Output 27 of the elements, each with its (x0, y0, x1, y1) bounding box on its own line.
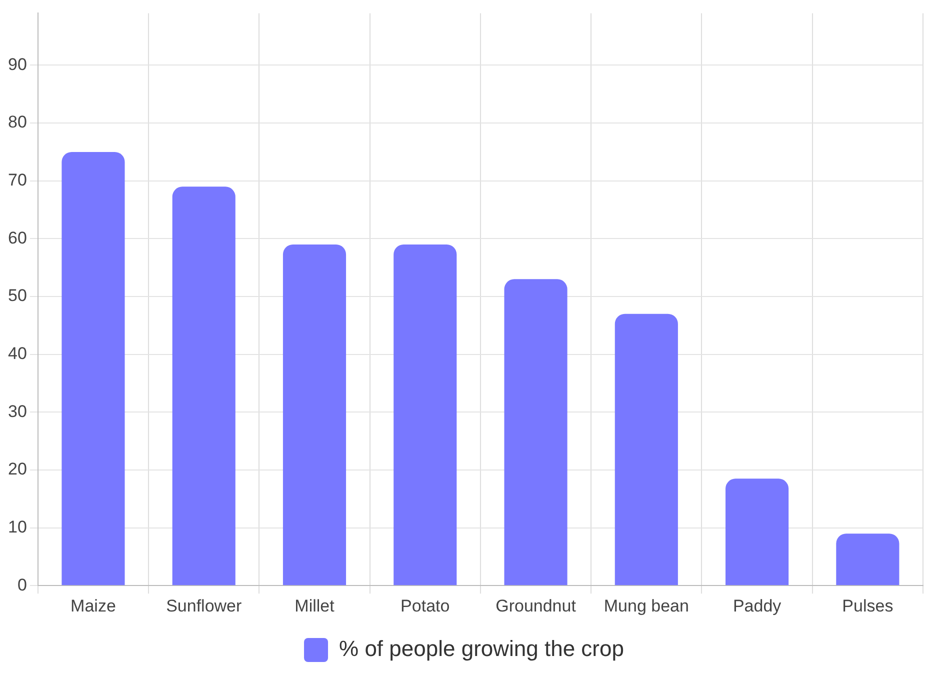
y-tick-label: 30 (8, 402, 27, 421)
x-tick-label: Groundnut (496, 596, 576, 616)
y-tick-label: 50 (8, 286, 27, 306)
x-tick-label: Millet (294, 596, 335, 616)
y-tick-label: 90 (8, 54, 27, 74)
y-tick-label: 40 (8, 344, 27, 364)
x-tick-label: Sunflower (166, 596, 242, 616)
x-tick-label: Paddy (732, 596, 782, 616)
bar (836, 534, 900, 586)
y-tick-label: 60 (8, 228, 27, 248)
bar (282, 244, 346, 586)
bar (172, 186, 236, 586)
bar (614, 314, 678, 586)
x-tick-label: Maize (70, 596, 116, 616)
x-tick-label: Potato (400, 596, 450, 616)
y-tick-label: 20 (8, 460, 27, 479)
legend-label: % of people growing the crop (339, 636, 624, 662)
bar (726, 478, 789, 586)
y-tick-label: 10 (8, 517, 27, 536)
y-tick-label: 80 (8, 112, 27, 132)
bar (62, 152, 125, 586)
x-tick-label: Mung bean (604, 596, 689, 616)
y-tick-label: 0 (17, 575, 27, 594)
bar (504, 279, 568, 586)
x-tick-label: Pulses (842, 596, 894, 616)
bar (394, 244, 457, 586)
y-tick-label: 70 (8, 170, 27, 190)
